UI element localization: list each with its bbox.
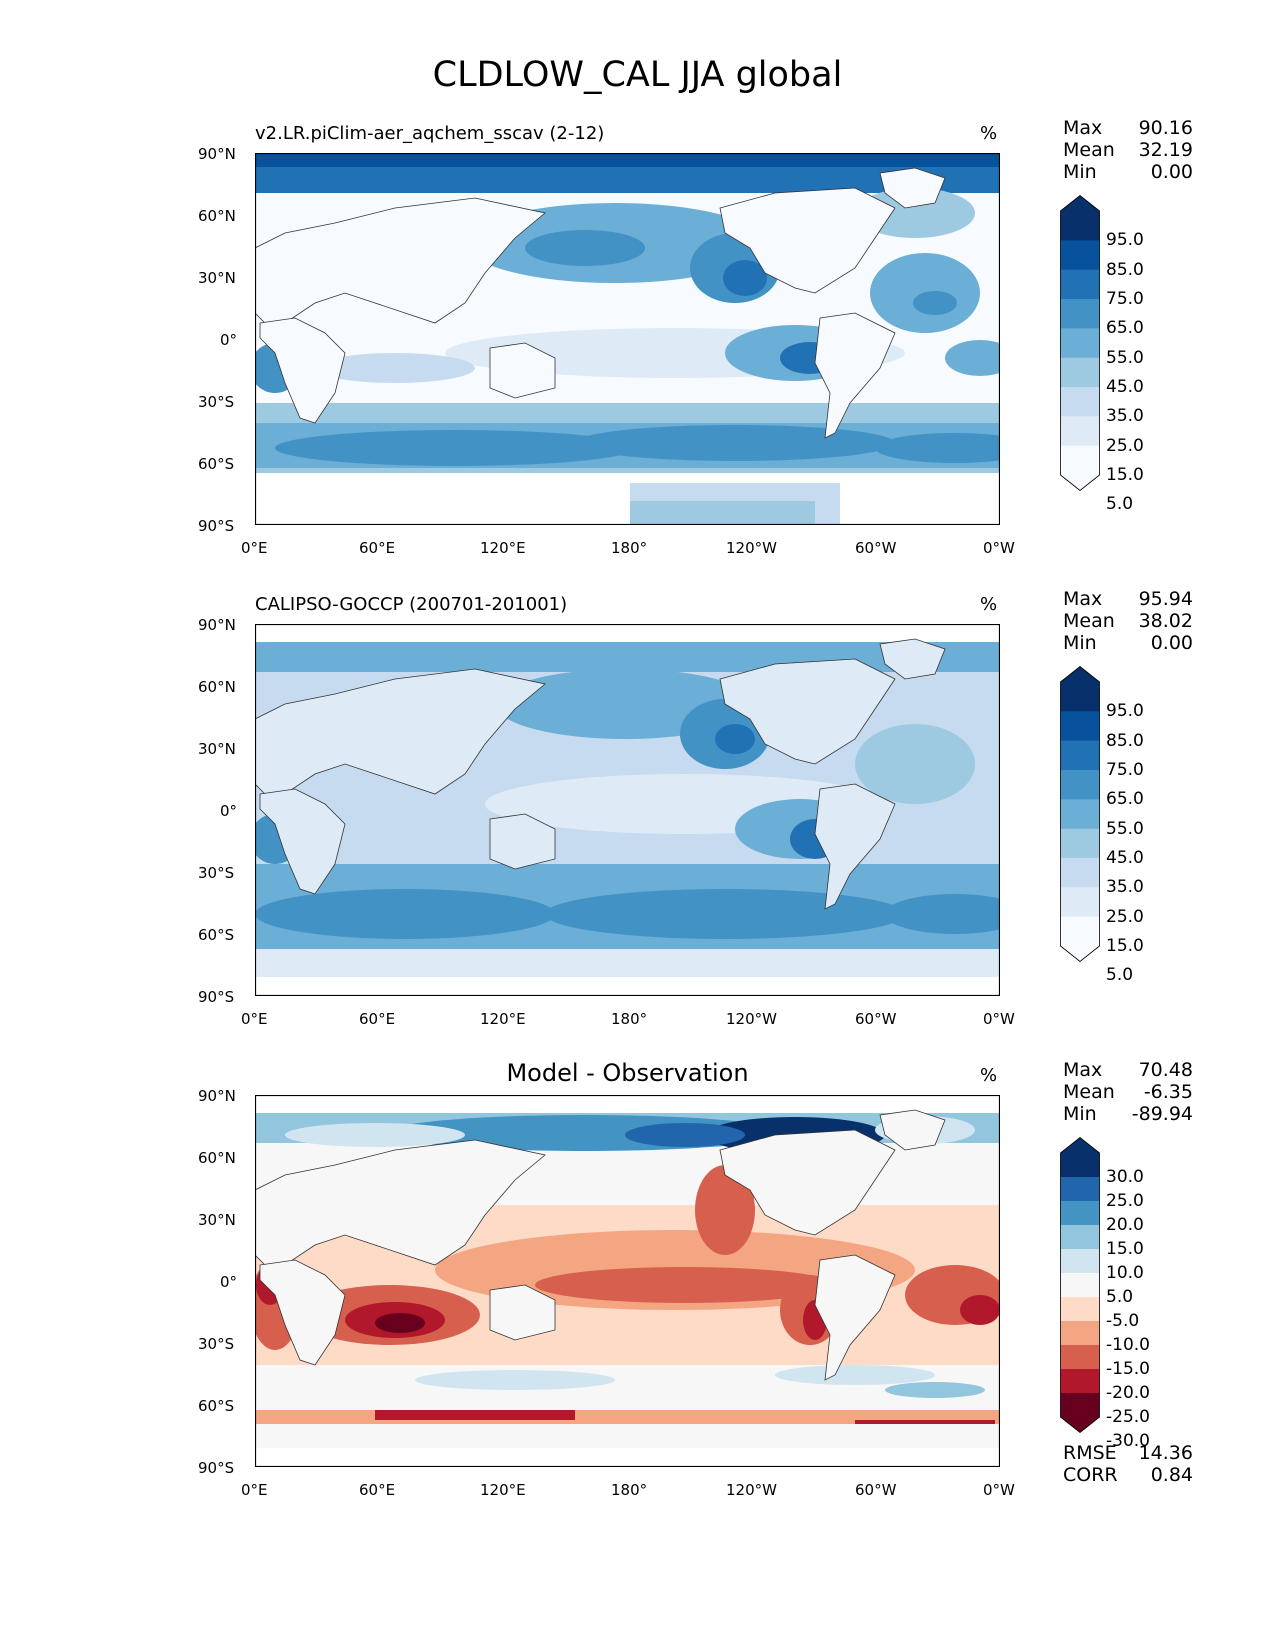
panel-1-max: 90.16 [1138, 117, 1193, 139]
colorbar-segment [1060, 1153, 1100, 1178]
colorbar-tick-label: 65.0 [1106, 789, 1144, 810]
colorbar-tick-label: 5.0 [1106, 1287, 1134, 1307]
colorbar-top-extension [1060, 195, 1100, 211]
colorbar-segment [1060, 916, 1100, 947]
colorbar-segment [1060, 1369, 1100, 1394]
colorbar-tick-label: -20.0 [1106, 1383, 1150, 1403]
colorbar-segment [1060, 770, 1100, 800]
colorbar-tick-label: 10.0 [1106, 1263, 1144, 1283]
panel-1-title: v2.LR.piClim-aer_aqchem_sscav (2-12) [255, 123, 605, 144]
colorbar-segment [1060, 1273, 1100, 1298]
colorbar-segment [1060, 1177, 1100, 1202]
panel-3-mean: -6.35 [1143, 1081, 1193, 1103]
colorbar-segment [1060, 858, 1100, 888]
panel-2-stats: Max 95.94 Mean 38.02 Min 0.00 [1063, 588, 1193, 654]
panel-3-stats: Max 70.48 Mean -6.35 Min -89.94 [1063, 1059, 1193, 1125]
colorbar-segment [1060, 1201, 1100, 1226]
colorbar-tick-label: 45.0 [1106, 377, 1144, 397]
panel-3-corr: 0.84 [1150, 1464, 1193, 1486]
panel-1-stats: Max 90.16 Mean 32.19 Min 0.00 [1063, 117, 1193, 183]
colorbar-segment [1060, 711, 1100, 742]
colorbar-segment [1060, 1393, 1100, 1418]
colorbar-tick-label: 55.0 [1106, 347, 1144, 368]
panel-2-title: CALIPSO-GOCCP (200701-201001) [255, 594, 568, 615]
colorbar-bottom-extension [1060, 946, 1100, 962]
panel-3-max: 70.48 [1138, 1059, 1193, 1081]
colorbar-tick-label: 5.0 [1106, 494, 1134, 515]
colorbar-segment [1060, 328, 1100, 359]
colorbar-tick-label: 25.0 [1106, 906, 1144, 927]
panel-3-colorbar: 30.0 25.0 20.0 15.0 10.0 5.0 -5.0 -10.0 -15.0 -20… [1060, 1136, 1150, 1451]
colorbar-tick-label: -30.0 [1106, 1431, 1150, 1451]
panel-1-colorbar: 95.0 85.0 75.0 65.0 55.0 45.0 35.0 25.0 15.0 5.0 [1060, 194, 1144, 514]
colorbar-segment [1060, 299, 1100, 329]
colorbar-segment [1060, 740, 1100, 771]
panel-2-colorbar: 95.0 85.0 75.0 65.0 55.0 45.0 35.0 25.0 15.0 5.0 [1060, 665, 1144, 985]
colorbar-segment [1060, 1321, 1100, 1346]
colorbar-tick-label: -25.0 [1106, 1407, 1150, 1427]
panel-2-mean: 38.02 [1138, 610, 1193, 632]
colorbar-tick-label: 15.0 [1106, 1239, 1144, 1259]
colorbar-tick-label: 30.0 [1106, 1167, 1144, 1187]
panel-3-rmse: 14.36 [1138, 1442, 1193, 1464]
colorbar-segment [1060, 387, 1100, 417]
colorbar-tick-label: -5.0 [1106, 1311, 1140, 1331]
colorbar-tick-label: -15.0 [1106, 1359, 1150, 1379]
colorbar-bottom-extension [1060, 1417, 1100, 1433]
colorbar-tick-label: 75.0 [1106, 289, 1144, 309]
colorbar-tick-label: 35.0 [1106, 877, 1144, 898]
panel-1-map [255, 153, 1000, 525]
colorbar-top-extension [1060, 1137, 1100, 1153]
colorbar-segment [1060, 240, 1100, 271]
figure-title: CLDLOW_CAL JJA global [432, 55, 843, 95]
panel-3-metrics: RMSE 14.36 CORR 0.84 [1063, 1442, 1193, 1486]
colorbar-tick-label: 25.0 [1106, 435, 1144, 456]
panel-2-max: 95.94 [1138, 588, 1193, 610]
colorbar-top-extension [1060, 666, 1100, 682]
colorbar-segment [1060, 799, 1100, 830]
panel-1-min: 0.00 [1150, 161, 1193, 183]
colorbar-tick-label: 15.0 [1106, 465, 1144, 485]
colorbar-tick-label: 65.0 [1106, 318, 1144, 339]
colorbar-segment [1060, 416, 1100, 447]
colorbar-segment [1060, 1345, 1100, 1370]
panel-2-min: 0.00 [1150, 632, 1193, 654]
panel-3-units: % [980, 1065, 998, 1086]
panel-3-map [255, 1095, 1000, 1467]
colorbar-tick-label: 45.0 [1106, 848, 1144, 868]
colorbar-tick-label: 20.0 [1106, 1215, 1144, 1235]
colorbar-segment [1060, 1225, 1100, 1250]
colorbar-tick-label: 75.0 [1106, 760, 1144, 780]
colorbar-segment [1060, 269, 1100, 300]
colorbar-tick-label: 15.0 [1106, 936, 1144, 956]
panel-1-mean: 32.19 [1138, 139, 1193, 161]
colorbar-tick-label: 25.0 [1106, 1191, 1144, 1211]
colorbar-tick-label: 55.0 [1106, 818, 1144, 839]
colorbar-tick-label: 85.0 [1106, 730, 1144, 751]
colorbar-segment [1060, 887, 1100, 918]
colorbar-segment [1060, 1249, 1100, 1274]
colorbar-segment [1060, 828, 1100, 859]
colorbar-tick-label: 5.0 [1106, 965, 1134, 986]
colorbar-segment [1060, 357, 1100, 388]
colorbar-segment [1060, 445, 1100, 476]
panel-1-units: % [980, 123, 998, 144]
colorbar-segment [1060, 1297, 1100, 1322]
colorbar-tick-label: 95.0 [1106, 230, 1144, 251]
panel-2-units: % [980, 594, 998, 615]
panel-3-min: -89.94 [1131, 1103, 1193, 1125]
colorbar-bottom-extension [1060, 475, 1100, 491]
colorbar-tick-label: 85.0 [1106, 259, 1144, 280]
panel-3-title: Model - Observation [506, 1059, 749, 1087]
panel-2-map [255, 624, 1000, 996]
colorbar-segment [1060, 682, 1100, 712]
colorbar-tick-label: 35.0 [1106, 406, 1144, 427]
colorbar-tick-label: 95.0 [1106, 701, 1144, 722]
colorbar-tick-label: -10.0 [1106, 1335, 1150, 1355]
colorbar-segment [1060, 211, 1100, 241]
